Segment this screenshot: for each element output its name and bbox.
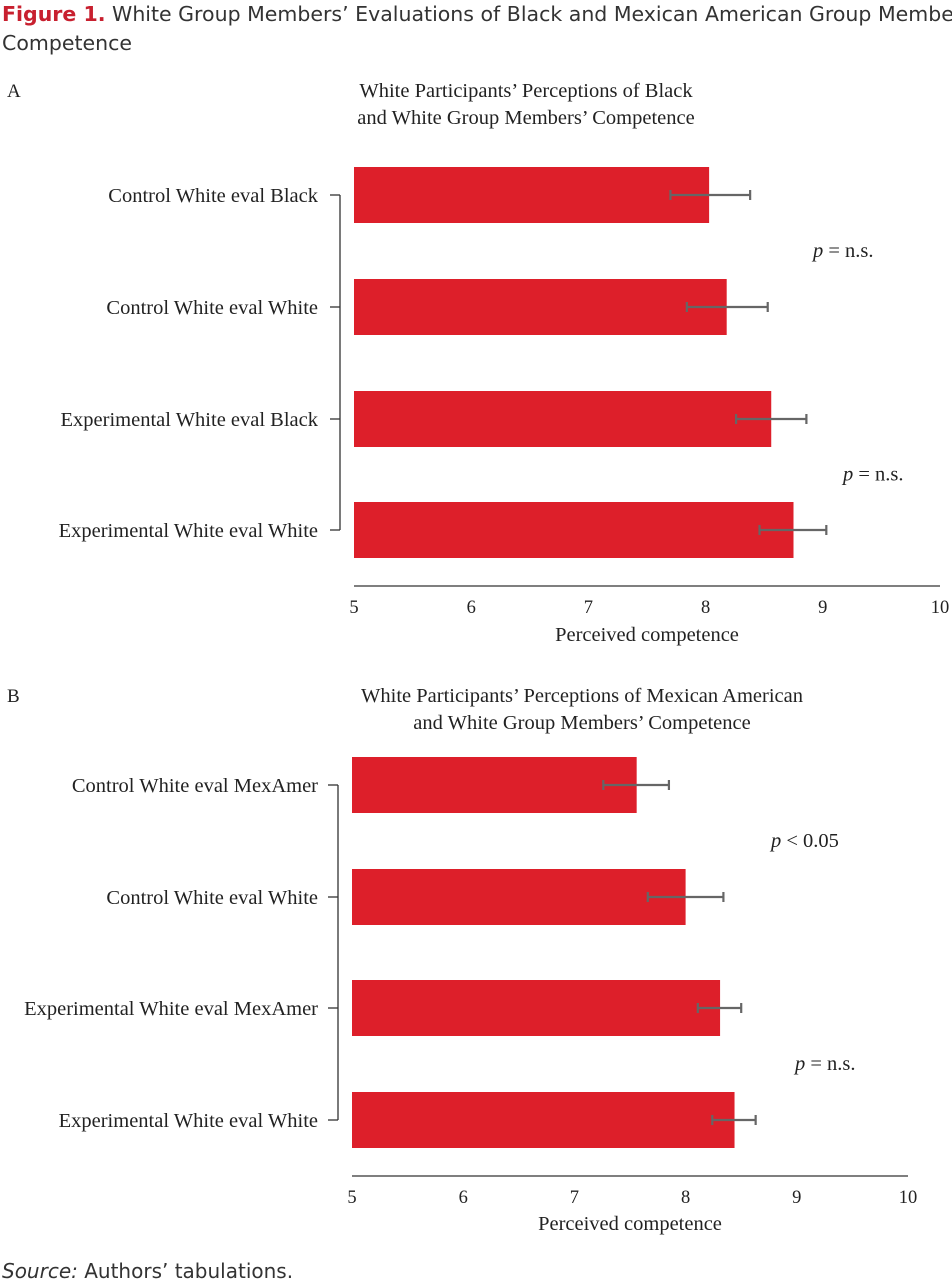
- category-label: Control White eval White: [106, 297, 318, 319]
- x-tick-label: 6: [467, 598, 476, 618]
- source-text: Authors’ tabulations.: [84, 1259, 294, 1283]
- bar: [352, 980, 721, 1036]
- panel-label: B: [7, 686, 20, 707]
- p-value-annotation: p < 0.05: [769, 830, 839, 852]
- p-value-annotation: p = n.s.: [841, 464, 904, 486]
- x-tick-label: 10: [931, 598, 950, 618]
- bar: [354, 167, 710, 223]
- figure-title-line1: White Group Members’ Evaluations of Blac…: [112, 2, 952, 26]
- x-tick-label: 7: [584, 598, 593, 618]
- x-tick-label: 6: [459, 1188, 468, 1208]
- category-label: Experimental White eval White: [59, 1110, 318, 1132]
- category-label: Control White eval MexAmer: [72, 775, 318, 797]
- x-axis-label: Perceived competence: [555, 624, 739, 646]
- bar: [354, 391, 772, 447]
- panel-title-line: White Participants’ Perceptions of Black: [359, 80, 693, 102]
- x-tick-label: 5: [349, 598, 358, 618]
- category-label: Experimental White eval MexAmer: [24, 998, 318, 1020]
- category-label: Control White eval Black: [108, 185, 318, 207]
- p-value-annotation: p = n.s.: [811, 240, 874, 262]
- x-tick-label: 9: [792, 1188, 801, 1208]
- panel-title-line: and White Group Members’ Competence: [413, 712, 750, 734]
- bar: [354, 502, 794, 558]
- x-tick-label: 10: [899, 1188, 918, 1208]
- x-axis-label: Perceived competence: [538, 1213, 722, 1235]
- category-label: Experimental White eval White: [59, 520, 318, 542]
- figure-title-line2: Competence: [2, 31, 132, 55]
- panel-title-line: and White Group Members’ Competence: [357, 107, 694, 129]
- figure-title: Figure 1. White Group Members’ Evaluatio…: [2, 0, 952, 58]
- figure-label: Figure 1.: [2, 2, 106, 26]
- p-value-annotation: p = n.s.: [793, 1053, 856, 1075]
- category-label: Control White eval White: [106, 887, 318, 909]
- bar: [352, 869, 686, 925]
- bar: [352, 757, 637, 813]
- panel-title-line: White Participants’ Perceptions of Mexic…: [361, 685, 803, 707]
- category-label: Experimental White eval Black: [61, 409, 319, 431]
- bar: [352, 1092, 735, 1148]
- x-tick-label: 5: [347, 1188, 356, 1208]
- x-tick-label: 7: [570, 1188, 579, 1208]
- x-tick-label: 8: [701, 598, 710, 618]
- bar: [354, 279, 727, 335]
- figure-charts: A White Participants’ Perceptions of Blac…: [7, 80, 950, 1235]
- source-label: Source:: [2, 1259, 78, 1283]
- x-tick-label: 9: [818, 598, 827, 618]
- x-tick-label: 8: [681, 1188, 690, 1208]
- panel-label: A: [7, 81, 21, 102]
- source-note: Source: Authors’ tabulations.: [2, 1258, 293, 1284]
